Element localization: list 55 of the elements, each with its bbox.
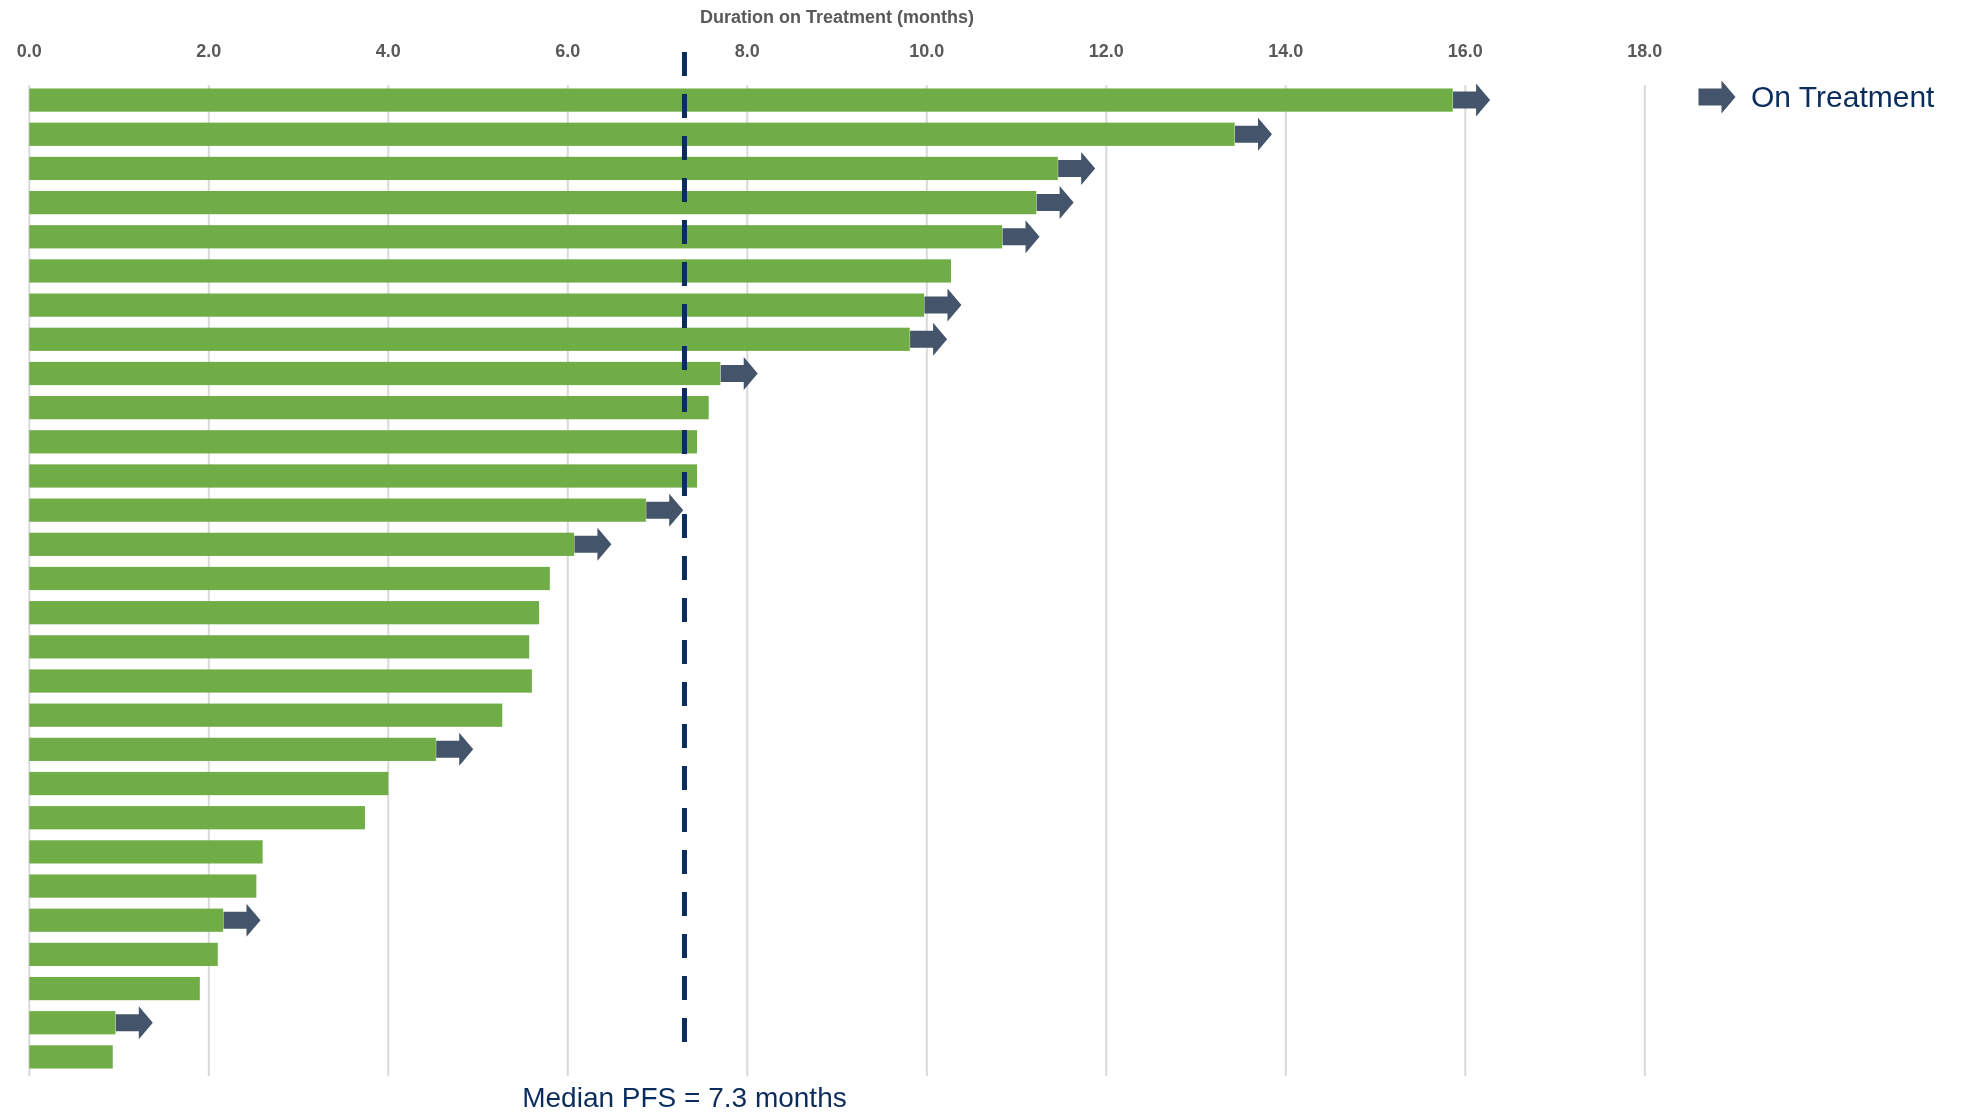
- point: [1058, 151, 1096, 185]
- point: [910, 322, 948, 356]
- x-tick-label: 18.0: [1627, 41, 1663, 61]
- bar: [29, 225, 1003, 249]
- bar: [29, 874, 257, 898]
- point: [1453, 83, 1491, 117]
- point: [574, 527, 612, 561]
- x-tick-label: 12.0: [1088, 41, 1124, 61]
- ref-line-label: Median PFS = 7.3 months: [522, 1082, 847, 1113]
- bar: [29, 806, 365, 830]
- x-tick-label: 14.0: [1268, 41, 1304, 61]
- bar: [29, 122, 1235, 146]
- x-axis-title: Duration on Treatment (months): [700, 7, 975, 27]
- bar: [29, 840, 263, 864]
- x-tick-label: 4.0: [375, 41, 401, 61]
- point: [1036, 186, 1074, 220]
- bar: [29, 259, 952, 283]
- point: [924, 288, 962, 322]
- point: [223, 903, 261, 937]
- bar: [29, 635, 530, 659]
- bar: [29, 532, 575, 556]
- bar: [29, 737, 436, 761]
- point: [1002, 220, 1040, 254]
- bar: [29, 908, 224, 932]
- bar: [29, 361, 721, 386]
- x-tick-label: 10.0: [909, 41, 945, 61]
- bar: [29, 464, 698, 488]
- point: [720, 356, 758, 390]
- bar: [29, 669, 532, 693]
- bar: [29, 396, 709, 420]
- bar: [29, 156, 1058, 181]
- bar: [29, 601, 540, 625]
- bar: [29, 942, 218, 967]
- x-tick-label: 0.0: [16, 41, 42, 61]
- bar: [29, 430, 698, 454]
- x-tick-label: 8.0: [734, 41, 760, 61]
- bar: [29, 88, 1453, 112]
- bar: [29, 327, 910, 351]
- x-tick-label: 16.0: [1447, 41, 1483, 61]
- point: [436, 732, 474, 766]
- x-tick-label: 6.0: [555, 41, 581, 61]
- bar: [29, 771, 389, 796]
- bar: [29, 703, 503, 727]
- bar: [29, 293, 925, 317]
- legend-label: On Treatment: [1751, 80, 1936, 113]
- bar: [29, 190, 1037, 215]
- bar: [29, 976, 200, 1001]
- bar: [29, 1045, 113, 1069]
- bar: [29, 498, 646, 522]
- bar: [29, 1011, 116, 1035]
- point: [1234, 117, 1272, 151]
- bar: [29, 566, 550, 591]
- x-tick-label: 2.0: [196, 41, 222, 61]
- point: [646, 493, 684, 527]
- point: [115, 1006, 153, 1040]
